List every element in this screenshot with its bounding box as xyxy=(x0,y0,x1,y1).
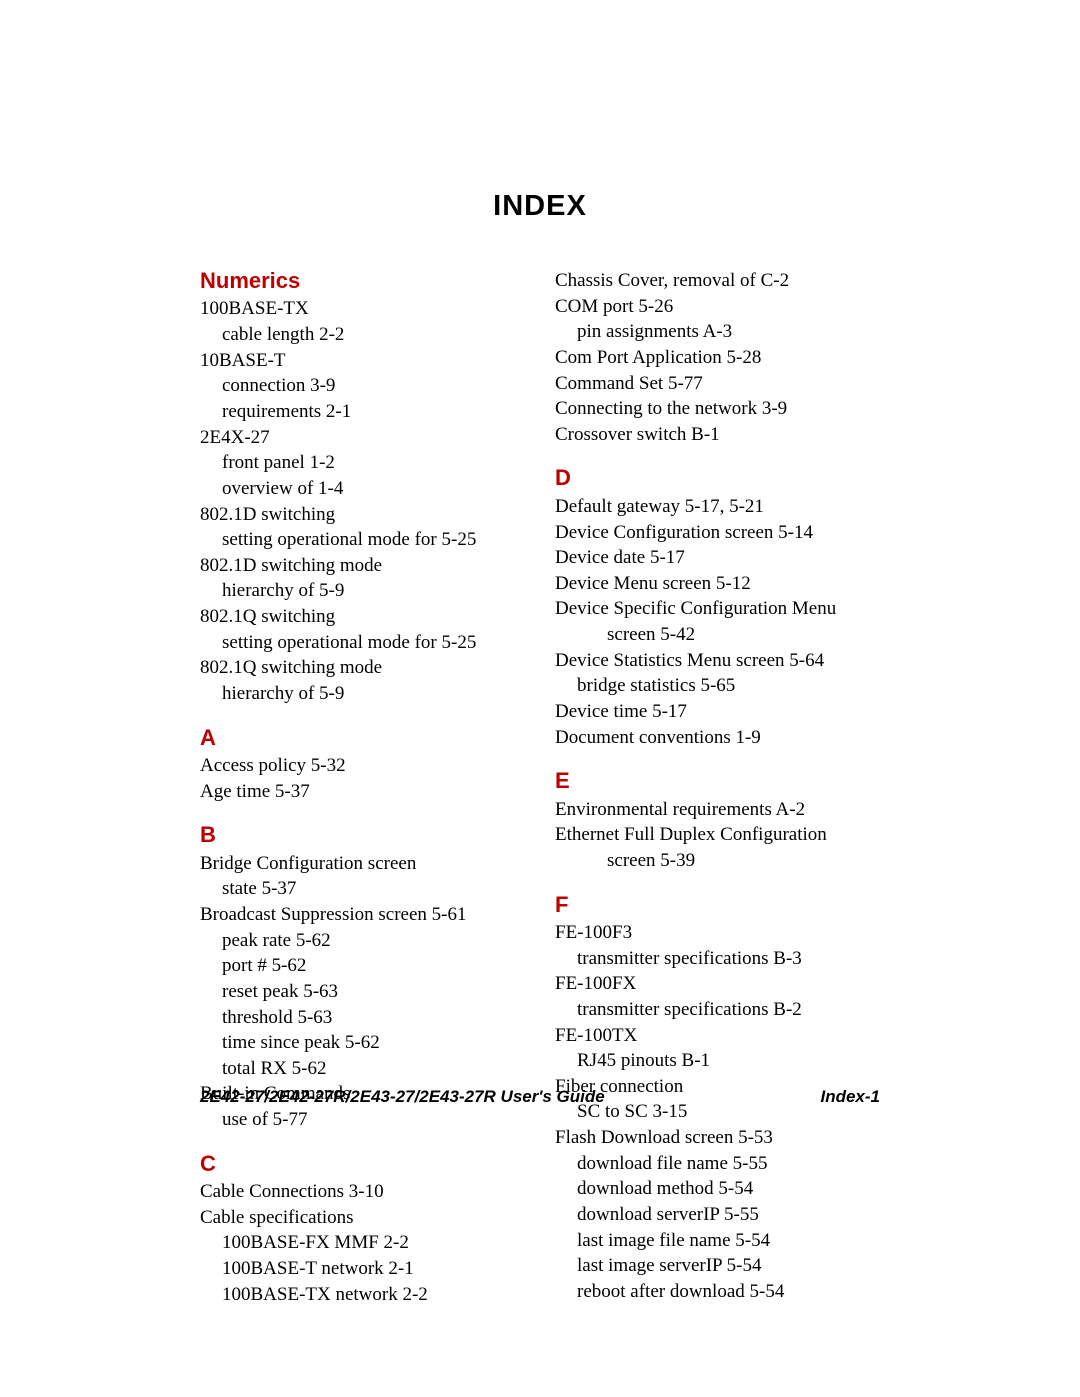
footer-page-number: Index-1 xyxy=(820,1087,880,1107)
index-entry: FE-100TX xyxy=(555,1023,880,1049)
index-entry: Cable specifications xyxy=(200,1205,525,1231)
section-heading: F xyxy=(555,892,880,918)
index-entry: requirements 2-1 xyxy=(200,399,525,425)
index-entry: transmitter specifications B-2 xyxy=(555,997,880,1023)
index-entry: Broadcast Suppression screen 5-61 xyxy=(200,902,525,928)
index-entry: connection 3-9 xyxy=(200,373,525,399)
right-column: Chassis Cover, removal of C-2COM port 5-… xyxy=(555,268,880,1307)
index-entry: Device Menu screen 5-12 xyxy=(555,571,880,597)
index-entry: screen 5-39 xyxy=(555,848,880,874)
index-entry: 10BASE-T xyxy=(200,348,525,374)
index-entry: 100BASE-TX xyxy=(200,296,525,322)
index-entry: bridge statistics 5-65 xyxy=(555,673,880,699)
index-entry: FE-100FX xyxy=(555,971,880,997)
section-heading: C xyxy=(200,1151,525,1177)
page-title: INDEX xyxy=(200,190,880,223)
index-entry: last image file name 5-54 xyxy=(555,1228,880,1254)
index-entry: setting operational mode for 5-25 xyxy=(200,630,525,656)
index-entry: transmitter specifications B-3 xyxy=(555,946,880,972)
index-entry: time since peak 5-62 xyxy=(200,1030,525,1056)
section-heading: Numerics xyxy=(200,268,525,294)
index-entry: Age time 5-37 xyxy=(200,779,525,805)
index-entry: 802.1D switching mode xyxy=(200,553,525,579)
index-entry: Document conventions 1-9 xyxy=(555,725,880,751)
index-entry: Com Port Application 5-28 xyxy=(555,345,880,371)
left-column: Numerics100BASE-TXcable length 2-210BASE… xyxy=(200,268,525,1307)
index-entry: Bridge Configuration screen xyxy=(200,851,525,877)
index-entry: Connecting to the network 3-9 xyxy=(555,396,880,422)
index-entry: Device Configuration screen 5-14 xyxy=(555,520,880,546)
index-entry: 802.1D switching xyxy=(200,502,525,528)
index-entry: 2E4X-27 xyxy=(200,425,525,451)
index-entry: overview of 1-4 xyxy=(200,476,525,502)
index-entry: 802.1Q switching mode xyxy=(200,655,525,681)
index-entry: front panel 1-2 xyxy=(200,450,525,476)
index-columns: Numerics100BASE-TXcable length 2-210BASE… xyxy=(200,268,880,1307)
index-entry: Default gateway 5-17, 5-21 xyxy=(555,494,880,520)
index-entry: peak rate 5-62 xyxy=(200,928,525,954)
index-entry: COM port 5-26 xyxy=(555,294,880,320)
index-entry: reboot after download 5-54 xyxy=(555,1279,880,1305)
index-entry: screen 5-42 xyxy=(555,622,880,648)
index-entry: Cable Connections 3-10 xyxy=(200,1179,525,1205)
index-entry: download method 5-54 xyxy=(555,1176,880,1202)
index-entry: Device time 5-17 xyxy=(555,699,880,725)
index-entry: Access policy 5-32 xyxy=(200,753,525,779)
index-entry: Chassis Cover, removal of C-2 xyxy=(555,268,880,294)
index-entry: Command Set 5-77 xyxy=(555,371,880,397)
index-entry: state 5-37 xyxy=(200,876,525,902)
index-entry: RJ45 pinouts B-1 xyxy=(555,1048,880,1074)
index-entry: reset peak 5-63 xyxy=(200,979,525,1005)
page-footer: 2E42-27/2E42-27R/2E43-27/2E43-27R User's… xyxy=(200,1087,880,1107)
index-entry: download file name 5-55 xyxy=(555,1151,880,1177)
index-entry: hierarchy of 5-9 xyxy=(200,681,525,707)
index-entry: Device Specific Configuration Menu xyxy=(555,596,880,622)
index-entry: Flash Download screen 5-53 xyxy=(555,1125,880,1151)
index-page: INDEX Numerics100BASE-TXcable length 2-2… xyxy=(0,0,1080,1397)
index-entry: download serverIP 5-55 xyxy=(555,1202,880,1228)
index-entry: total RX 5-62 xyxy=(200,1056,525,1082)
index-entry: 100BASE-FX MMF 2-2 xyxy=(200,1230,525,1256)
index-entry: Device date 5-17 xyxy=(555,545,880,571)
index-entry: Environmental requirements A-2 xyxy=(555,797,880,823)
section-heading: A xyxy=(200,725,525,751)
index-entry: pin assignments A-3 xyxy=(555,319,880,345)
index-entry: setting operational mode for 5-25 xyxy=(200,527,525,553)
section-heading: E xyxy=(555,768,880,794)
index-entry: cable length 2-2 xyxy=(200,322,525,348)
index-entry: port # 5-62 xyxy=(200,953,525,979)
index-entry: use of 5-77 xyxy=(200,1107,525,1133)
index-entry: hierarchy of 5-9 xyxy=(200,578,525,604)
index-entry: Crossover switch B-1 xyxy=(555,422,880,448)
index-entry: 802.1Q switching xyxy=(200,604,525,630)
index-entry: FE-100F3 xyxy=(555,920,880,946)
section-heading: B xyxy=(200,822,525,848)
index-entry: Ethernet Full Duplex Configuration xyxy=(555,822,880,848)
index-entry: 100BASE-T network 2-1 xyxy=(200,1256,525,1282)
footer-guide-title: 2E42-27/2E42-27R/2E43-27/2E43-27R User's… xyxy=(200,1087,605,1107)
index-entry: 100BASE-TX network 2-2 xyxy=(200,1282,525,1308)
section-heading: D xyxy=(555,465,880,491)
index-entry: last image serverIP 5-54 xyxy=(555,1253,880,1279)
index-entry: threshold 5-63 xyxy=(200,1005,525,1031)
index-entry: Device Statistics Menu screen 5-64 xyxy=(555,648,880,674)
